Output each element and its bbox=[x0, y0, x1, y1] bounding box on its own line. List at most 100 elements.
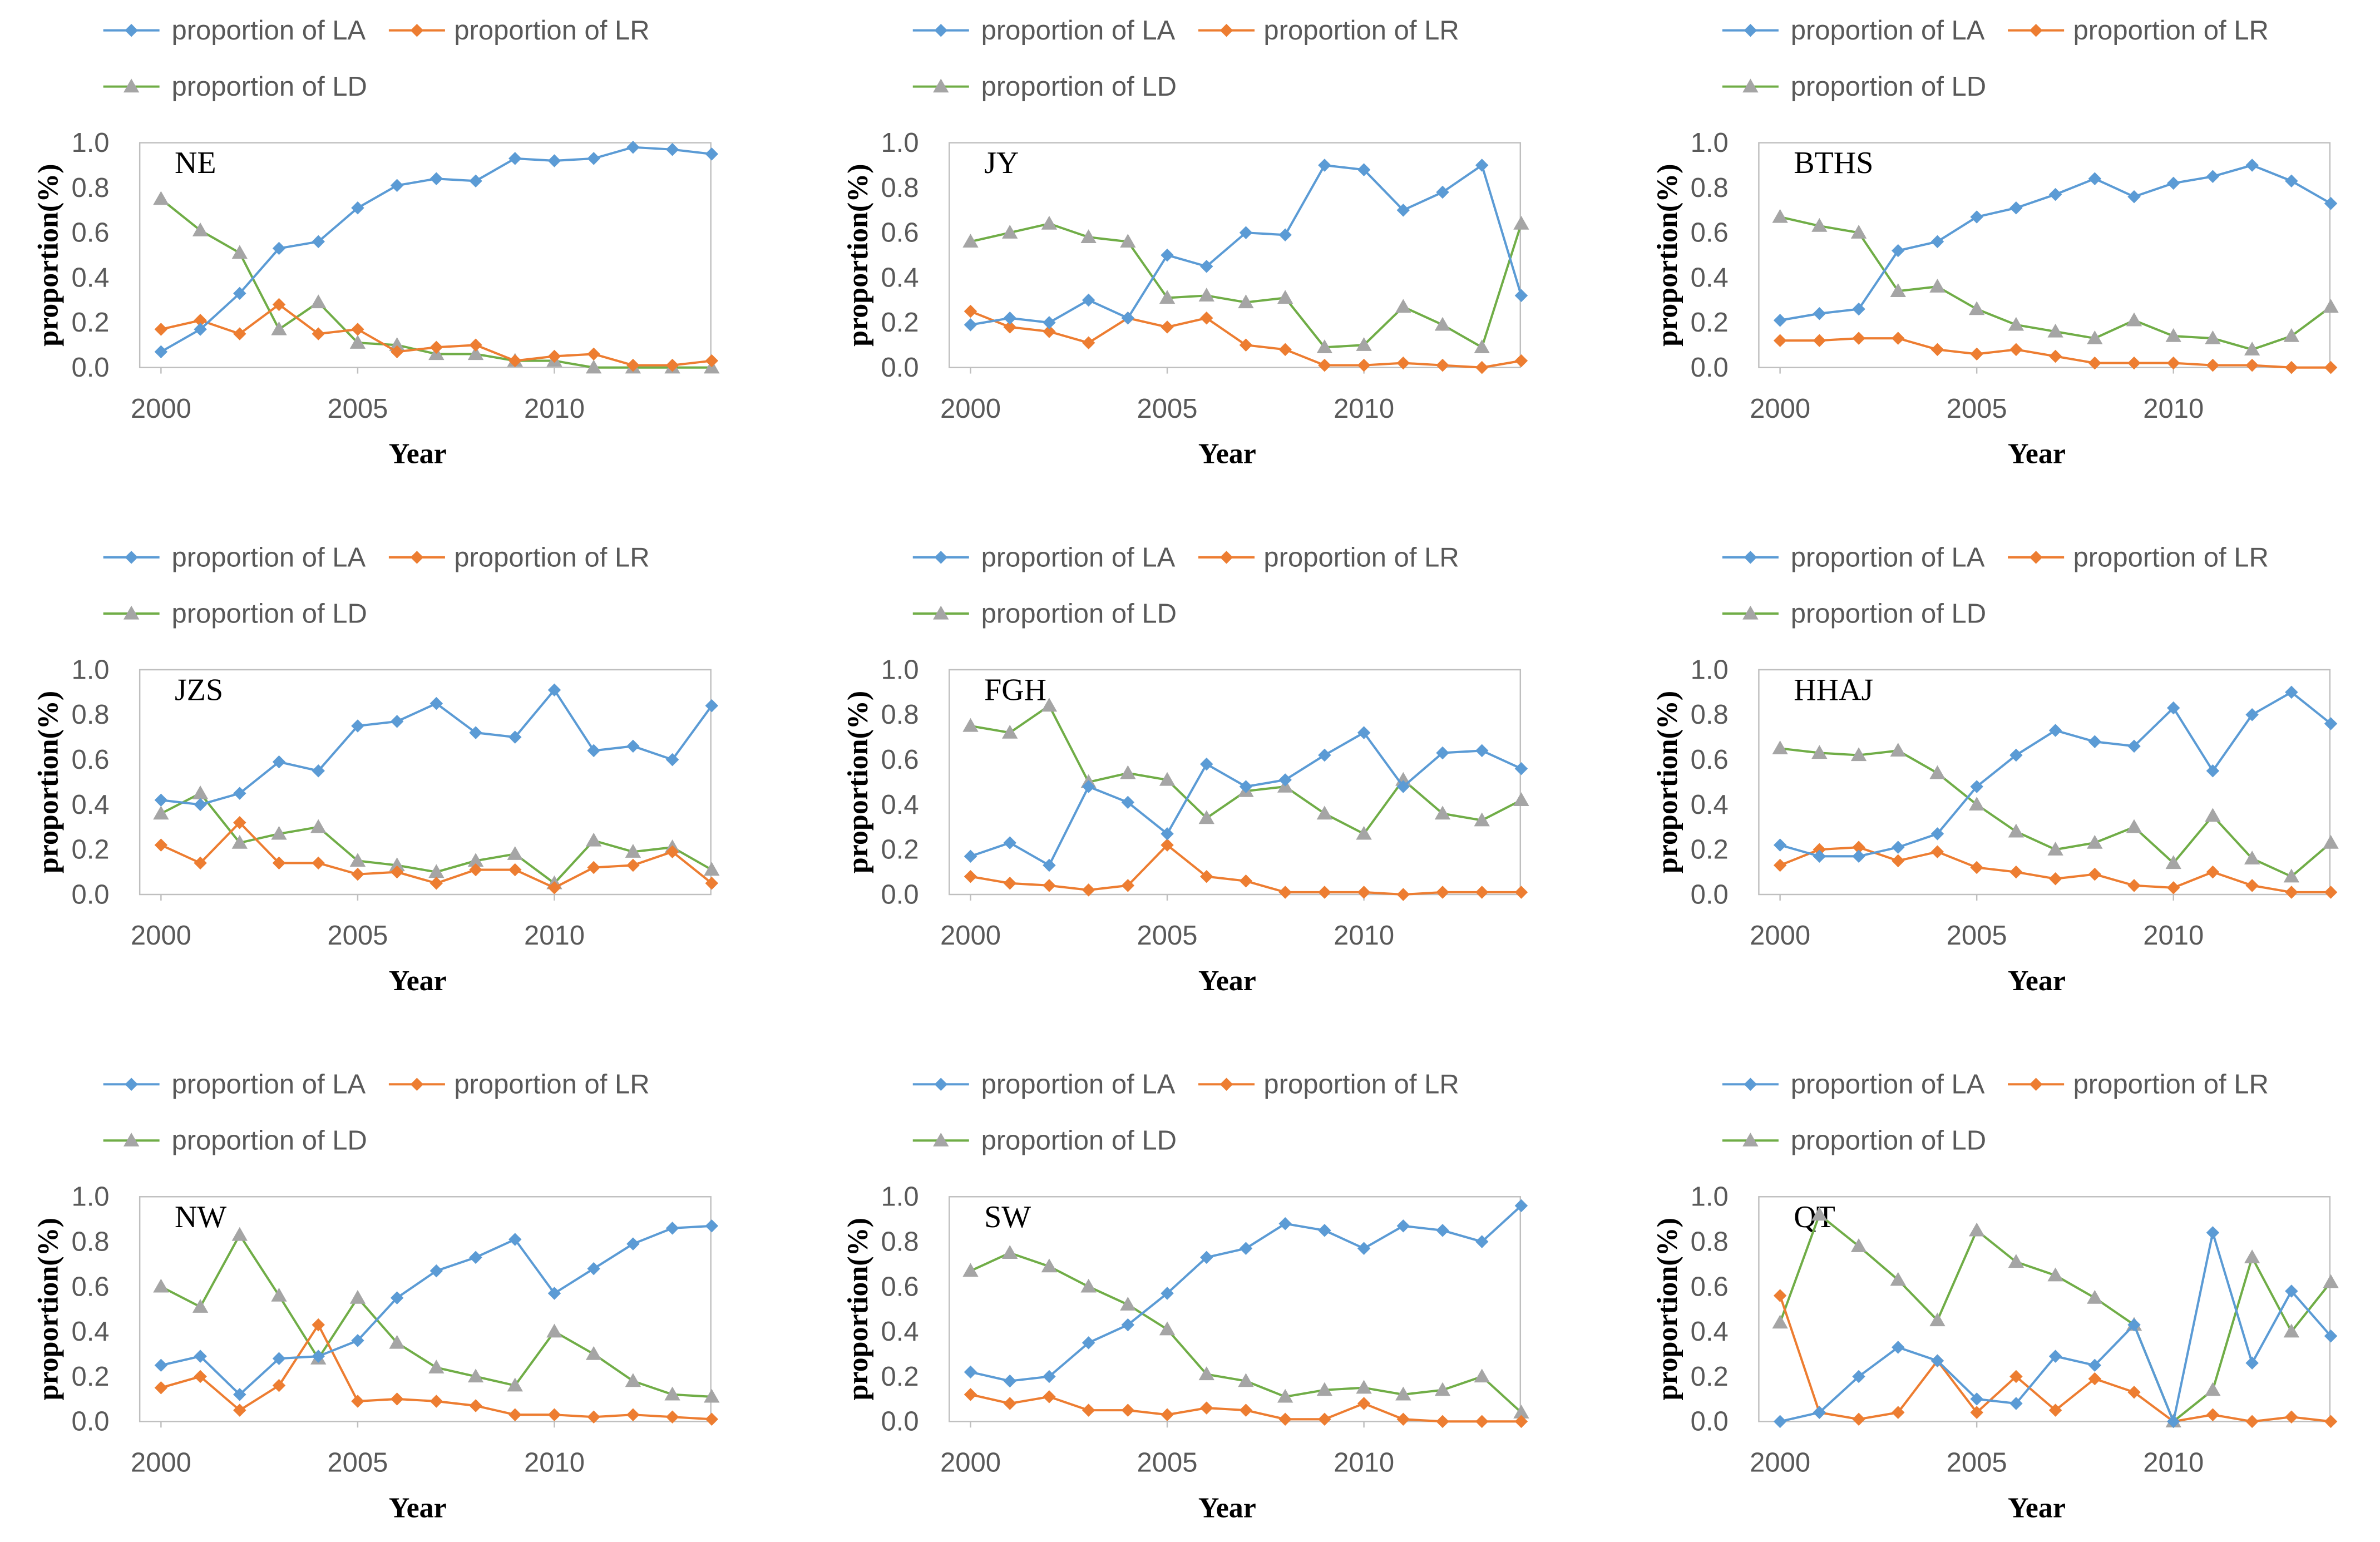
series-ld bbox=[962, 215, 1529, 353]
data-point-la-2013 bbox=[2285, 1284, 2298, 1298]
data-point-lr-2009 bbox=[2127, 879, 2141, 892]
legend-marker-la bbox=[125, 551, 138, 564]
y-tick-label: 0.0 bbox=[1691, 879, 1729, 910]
data-point-la-2006 bbox=[1200, 757, 1213, 771]
data-point-la-2001 bbox=[1813, 1406, 1826, 1419]
data-point-la-2009 bbox=[2127, 739, 2141, 753]
data-point-la-2002 bbox=[1043, 858, 1056, 872]
y-tick-label: 0.2 bbox=[881, 835, 919, 865]
data-point-ld-2000 bbox=[962, 718, 979, 732]
data-point-la-2010 bbox=[1357, 163, 1371, 176]
data-point-lr-2003 bbox=[1082, 883, 1095, 897]
data-point-lr-2014 bbox=[1514, 354, 1528, 368]
data-point-ld-2001 bbox=[1002, 225, 1018, 239]
data-point-la-2014 bbox=[705, 147, 719, 161]
data-point-lr-2000 bbox=[964, 304, 977, 318]
data-point-lr-2000 bbox=[964, 869, 977, 883]
data-point-la-2005 bbox=[351, 201, 364, 215]
data-point-la-2003 bbox=[272, 1352, 286, 1365]
data-point-ld-2010 bbox=[1356, 1380, 1372, 1394]
data-point-lr-2009 bbox=[508, 354, 522, 368]
y-tick-label: 0.4 bbox=[71, 790, 109, 820]
legend-label-la: proportion of LA bbox=[171, 1070, 366, 1100]
legend-label-la: proportion of LA bbox=[981, 16, 1176, 46]
data-point-ld-2007 bbox=[2047, 841, 2063, 856]
legend-marker-la bbox=[934, 23, 948, 37]
data-point-la-2011 bbox=[1396, 780, 1410, 793]
data-point-la-2004 bbox=[1930, 1354, 1944, 1367]
legend-marker-ld bbox=[933, 605, 949, 620]
data-point-lr-2014 bbox=[705, 877, 719, 890]
plot-area bbox=[949, 142, 1522, 368]
series-la bbox=[1773, 1226, 2338, 1429]
series-lr bbox=[1773, 332, 2338, 374]
data-point-ld-2014 bbox=[704, 1388, 720, 1403]
x-tick-label: 2005 bbox=[1947, 394, 2007, 424]
y-tick-label: 0.6 bbox=[881, 1272, 919, 1302]
data-point-la-2004 bbox=[1121, 312, 1135, 325]
data-point-ld-2005 bbox=[349, 335, 366, 349]
data-point-ld-2005 bbox=[349, 853, 366, 867]
data-point-lr-2012 bbox=[1436, 886, 1449, 899]
y-tick-label: 0.8 bbox=[1691, 173, 1729, 203]
legend-marker-lr bbox=[2029, 1078, 2043, 1091]
data-point-lr-2004 bbox=[1930, 845, 1944, 858]
x-tick-label: 2000 bbox=[1750, 1447, 1810, 1477]
legend-label-la: proportion of LA bbox=[1791, 1070, 1985, 1100]
series-lr bbox=[964, 838, 1528, 901]
x-tick-label: 2005 bbox=[1137, 394, 1198, 424]
data-point-ld-2003 bbox=[1890, 283, 1906, 297]
data-point-ld-2004 bbox=[310, 819, 327, 833]
data-point-lr-2013 bbox=[665, 1410, 679, 1424]
data-point-ld-2002 bbox=[1041, 698, 1058, 712]
data-point-ld-2001 bbox=[192, 785, 209, 799]
data-point-ld-2005 bbox=[1968, 797, 1985, 811]
data-point-lr-2007 bbox=[2048, 872, 2062, 886]
y-tick-label: 0.4 bbox=[1691, 263, 1729, 293]
data-point-ld-2008 bbox=[2087, 834, 2103, 849]
legend: proportion of LA proportion of LR proporti… bbox=[912, 542, 1459, 629]
data-point-lr-2006 bbox=[2009, 343, 2023, 357]
data-point-ld-2005 bbox=[1968, 301, 1985, 315]
data-point-lr-2011 bbox=[2206, 865, 2220, 879]
legend-marker-ld bbox=[123, 1133, 140, 1146]
series-ld bbox=[962, 1245, 1529, 1419]
data-point-ld-2013 bbox=[2283, 868, 2300, 883]
chart-panel-sw: proportion of LA proportion of LR proporti… bbox=[842, 1070, 1529, 1524]
y-tick-label: 1.0 bbox=[1691, 655, 1729, 685]
data-point-ld-2004 bbox=[1929, 765, 1946, 779]
data-point-lr-2006 bbox=[2009, 865, 2023, 879]
data-point-lr-2006 bbox=[1200, 1401, 1213, 1415]
y-tick-label: 0.6 bbox=[881, 745, 919, 775]
data-point-la-2003 bbox=[1082, 1336, 1095, 1350]
y-axis-title: proportion(%) bbox=[33, 1218, 65, 1400]
data-point-ld-2010 bbox=[2165, 328, 2181, 342]
data-point-lr-2014 bbox=[2324, 360, 2338, 374]
plot-area bbox=[139, 669, 712, 896]
data-point-ld-2013 bbox=[2283, 328, 2300, 342]
data-point-lr-2014 bbox=[705, 354, 719, 368]
panel-label: SW bbox=[984, 1200, 1031, 1234]
y-tick-label: 1.0 bbox=[881, 1182, 919, 1212]
data-point-la-2005 bbox=[1970, 780, 1983, 793]
data-point-la-2002 bbox=[1852, 302, 1865, 316]
y-tick-label: 0.6 bbox=[881, 218, 919, 248]
data-point-lr-2013 bbox=[665, 358, 679, 372]
data-point-lr-2006 bbox=[390, 345, 404, 359]
data-point-la-2007 bbox=[2048, 187, 2062, 201]
data-point-lr-2002 bbox=[1043, 1390, 1056, 1403]
data-point-ld-2011 bbox=[1395, 1386, 1411, 1401]
data-point-la-2008 bbox=[1278, 228, 1292, 242]
data-point-la-2004 bbox=[312, 235, 325, 249]
x-tick-label: 2005 bbox=[327, 1447, 388, 1477]
legend: proportion of LA proportion of LR proporti… bbox=[103, 16, 650, 102]
data-point-lr-2007 bbox=[1239, 338, 1253, 352]
legend-label-ld: proportion of LD bbox=[981, 599, 1177, 629]
series-lr bbox=[154, 1318, 719, 1426]
data-point-lr-2000 bbox=[154, 1381, 168, 1395]
data-point-la-2012 bbox=[2245, 708, 2259, 721]
x-tick-label: 2000 bbox=[1750, 394, 1810, 424]
data-point-lr-2001 bbox=[1003, 1397, 1016, 1410]
data-point-la-2009 bbox=[2127, 1318, 2141, 1332]
